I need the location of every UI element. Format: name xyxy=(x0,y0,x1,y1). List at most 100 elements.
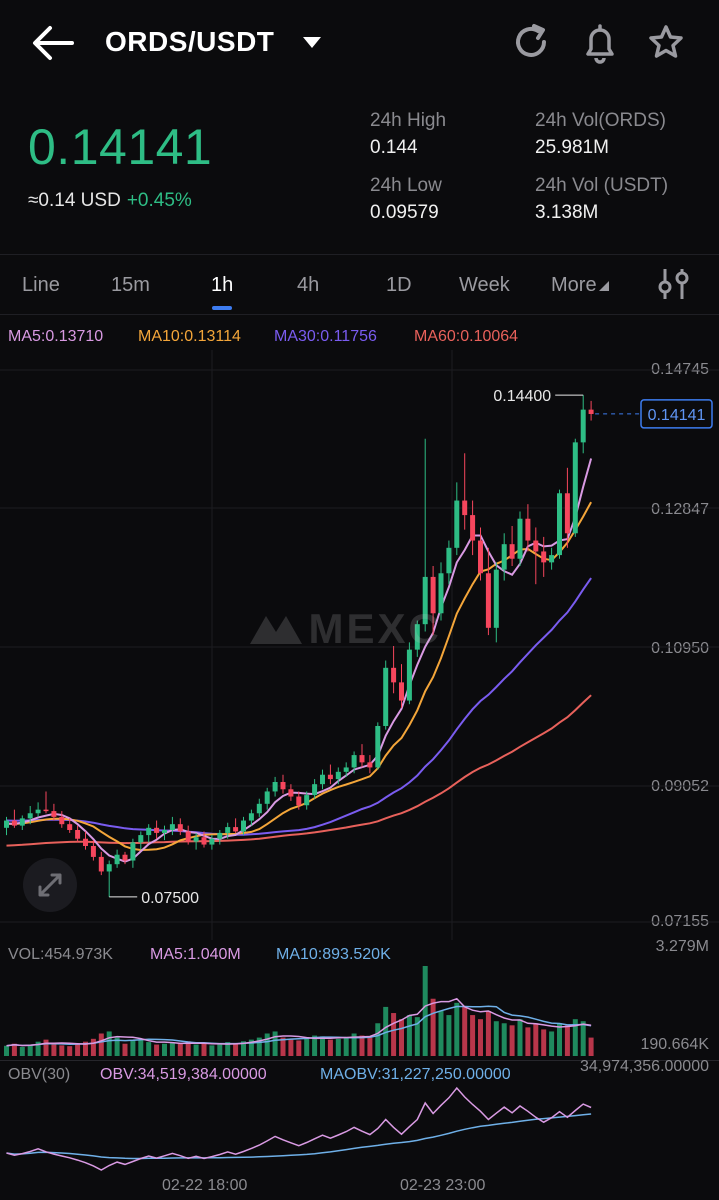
volume-bar xyxy=(193,1044,199,1056)
volume-bar xyxy=(351,1033,357,1056)
candle xyxy=(422,576,428,625)
candle xyxy=(525,518,531,541)
candle xyxy=(406,649,412,701)
volume-bar xyxy=(485,1011,491,1056)
candle xyxy=(335,771,341,780)
volume-bar xyxy=(241,1041,246,1056)
vol-ma5-line xyxy=(6,997,592,1047)
usd-equivalent: ≈0.14 USD +0.45% xyxy=(28,190,192,212)
candle xyxy=(272,782,278,792)
volume-bar xyxy=(162,1043,167,1056)
high-label: 24h High xyxy=(370,110,447,131)
fullscreen-button[interactable] xyxy=(23,858,77,912)
tab-4h[interactable]: 4h xyxy=(297,274,320,296)
last-price: 0.14141 xyxy=(28,119,213,175)
current-price-value: 0.14141 xyxy=(648,407,706,424)
volume-bar xyxy=(106,1031,112,1056)
ma5-label: MA5:0.13710 xyxy=(8,328,104,345)
vol-base-label: 24h Vol(ORDS) xyxy=(535,110,666,131)
max-price-label: 0.14400 xyxy=(493,388,551,405)
volume-bar xyxy=(525,1027,531,1056)
candle xyxy=(177,824,183,832)
candle xyxy=(454,500,460,548)
candle xyxy=(588,409,594,414)
candle xyxy=(225,827,231,833)
vol-axis-top: 3.279M xyxy=(655,938,709,955)
top-bar: ORDS/USDT xyxy=(0,0,719,90)
current-price-tag xyxy=(640,399,713,429)
usd-value: ≈0.14 USD xyxy=(28,190,121,211)
volume-bar xyxy=(557,1023,562,1056)
volume-bar xyxy=(185,1041,191,1056)
candle xyxy=(138,835,144,843)
volume-bar xyxy=(335,1038,341,1056)
candle xyxy=(256,803,262,814)
candle xyxy=(122,854,128,861)
tab-line[interactable]: Line xyxy=(22,274,60,296)
volume-bar xyxy=(549,1031,555,1056)
volume-bar xyxy=(541,1029,547,1056)
y-tick: 0.10950 xyxy=(651,640,709,657)
divider xyxy=(0,254,719,255)
volume-bar xyxy=(383,1006,389,1056)
candle xyxy=(233,827,239,832)
volume-bar xyxy=(280,1037,286,1056)
candle xyxy=(478,540,483,574)
tab-1d[interactable]: 1D xyxy=(386,274,412,296)
ma30-line xyxy=(6,577,592,836)
vol-ma10-line xyxy=(6,1005,592,1047)
candle xyxy=(193,837,199,842)
candle xyxy=(541,551,547,563)
volume-bar xyxy=(138,1039,144,1056)
candle xyxy=(4,820,9,828)
volume-bar xyxy=(35,1041,41,1056)
low-value: 0.09579 xyxy=(370,202,439,223)
high-value: 0.144 xyxy=(370,137,418,158)
candle xyxy=(320,774,325,785)
tab-1h[interactable]: 1h xyxy=(211,274,234,296)
volume-bar xyxy=(588,1037,594,1056)
back-arrow-icon[interactable] xyxy=(28,22,76,64)
candle xyxy=(375,726,381,768)
vol-quote-value: 3.138M xyxy=(535,202,599,223)
candle xyxy=(351,755,357,768)
candle xyxy=(83,838,88,846)
candle xyxy=(462,500,468,516)
volume-bar xyxy=(454,1002,460,1056)
maobv-line xyxy=(6,1113,592,1160)
candle xyxy=(185,831,191,842)
tab-more-label: More xyxy=(551,274,597,296)
indicator-settings-icon[interactable] xyxy=(656,266,692,302)
pair-title[interactable]: ORDS/USDT xyxy=(105,26,275,57)
candle xyxy=(169,824,175,830)
volume-bar xyxy=(90,1038,96,1056)
tab-more[interactable]: More xyxy=(551,274,609,297)
tab-week[interactable]: Week xyxy=(459,274,510,296)
volume-bar xyxy=(462,1006,468,1056)
candle xyxy=(162,830,167,833)
volume-bar xyxy=(320,1036,325,1056)
volume-bar xyxy=(414,1017,420,1056)
pair-dropdown-icon[interactable] xyxy=(303,36,321,54)
candle xyxy=(509,544,515,559)
volume-bar xyxy=(478,1019,483,1056)
vol-ma5-label: MA5:1.040M xyxy=(150,946,241,963)
candle xyxy=(367,762,373,768)
candle xyxy=(501,544,507,570)
candlestick-chart[interactable]: 0.14400 0.07500 0.14141 xyxy=(0,350,719,940)
star-icon[interactable] xyxy=(646,22,686,64)
candle xyxy=(280,782,286,790)
vol-ma10-label: MA10:893.520K xyxy=(276,946,391,963)
vol-label: VOL:454.973K xyxy=(8,946,113,963)
ma30-label: MA30:0.11756 xyxy=(274,328,377,345)
refresh-icon[interactable] xyxy=(512,22,552,64)
watermark-text: MEXC xyxy=(308,605,442,652)
expand-icon xyxy=(38,873,62,897)
bell-icon[interactable] xyxy=(580,22,620,64)
volume-bar xyxy=(122,1043,128,1056)
candle xyxy=(549,555,555,563)
candle xyxy=(264,791,270,804)
tab-15m[interactable]: 15m xyxy=(111,274,150,296)
volume-bar xyxy=(564,1025,570,1056)
volume-bar xyxy=(114,1037,120,1056)
